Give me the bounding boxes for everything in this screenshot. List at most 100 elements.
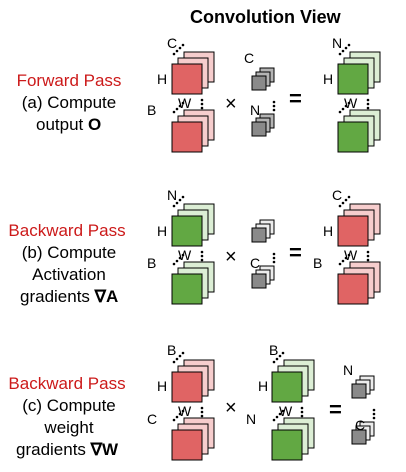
- r3-b-top-label: B: [269, 342, 279, 358]
- r1-activation-upper-depth-dot: [178, 46, 182, 50]
- r3-multiply-sign: ×: [225, 397, 237, 419]
- r2-output-grad-upper-depth-dot: [175, 201, 179, 205]
- r3-output-grad-upper-front: [271, 371, 303, 403]
- r3-activation-upper-depth-dot: [178, 354, 182, 358]
- row-a-line1: (a) Compute: [21, 93, 117, 112]
- r1-activation-mid-dot: [200, 106, 204, 110]
- r1-weight-mid-dot: [272, 104, 276, 108]
- r1-weight-lower-front: [251, 121, 267, 137]
- r1-activation-lower-front: [171, 121, 203, 153]
- r2-a-w-label: W: [178, 247, 192, 263]
- r1-r-left-label: H: [323, 71, 334, 87]
- r1-output-lower-depth-dot: [338, 110, 342, 114]
- r3-activation-upper-front: [171, 371, 203, 403]
- r1-output-mid-dot: [366, 106, 370, 110]
- r2-output-grad-upper-depth-dot: [181, 195, 185, 199]
- r1-output-lower-depth-dot: [344, 104, 348, 108]
- r1-activation-lower-depth-dot: [172, 110, 176, 114]
- r2-output-grad-upper-depth-dot: [178, 198, 182, 202]
- r1-output-upper-depth-dot: [344, 46, 348, 50]
- r1-weight-mid-dot: [272, 100, 276, 104]
- r2-output-grad-lower-front: [171, 273, 203, 305]
- r1-output-upper-depth-dot: [347, 43, 351, 47]
- r3-output-grad-lower-front: [271, 429, 303, 461]
- r2-r-w-label: W: [344, 247, 358, 263]
- r2-activation-grad-upper-depth-dot: [347, 195, 351, 199]
- r2-activation-grad-lower-front: [337, 273, 369, 305]
- r1-r-w-label: W: [344, 95, 358, 111]
- r1-r-top-label: N: [332, 35, 343, 51]
- r3-r-n-label: N: [343, 362, 354, 378]
- r2-activation-grad-upper-depth-dot: [338, 204, 342, 208]
- r1-output-upper-depth-dot: [341, 49, 345, 53]
- row-c-line1: (c) Compute: [22, 396, 116, 415]
- row-b-line2: Activation: [32, 265, 106, 284]
- r3-weight-grad-mid-dot: [372, 416, 376, 420]
- r2-output-grad-lower-depth-dot: [172, 262, 176, 266]
- r2-activation-grad-lower-depth-dot: [338, 262, 342, 266]
- r3-b-left-label: H: [258, 378, 269, 394]
- r2-output-grad-mid-dot: [200, 258, 204, 262]
- row-c-line3: gradients ∇W: [16, 440, 119, 459]
- r3-output-grad-upper-depth-dot: [272, 360, 276, 364]
- r3-activation-lower-depth-dot: [175, 415, 179, 419]
- row-b-line3: gradients ∇A: [20, 287, 119, 306]
- backward-pass-b-label: Backward Pass: [8, 221, 126, 240]
- r3-r-c-label: C: [355, 417, 366, 433]
- r3-b-n-label: N: [246, 411, 257, 427]
- r3-output-grad-lower-depth-dot: [281, 409, 285, 413]
- r1-b-top-label: C: [244, 50, 255, 66]
- r3-equals-sign: =: [329, 397, 342, 422]
- r2-activation-grad-upper-depth-dot: [341, 201, 345, 205]
- r1-a-left-label: H: [157, 71, 168, 87]
- r2-a-left-label: H: [157, 223, 168, 239]
- r1-a-top-label: C: [167, 35, 178, 51]
- r3-activation-lower-depth-dot: [172, 418, 176, 422]
- r3-weight-grad-upper-front: [351, 383, 367, 399]
- r1-activation-upper-depth-dot: [175, 49, 179, 53]
- r2-weight-mid-dot: [272, 252, 276, 256]
- row-a-line2: output O: [36, 115, 102, 134]
- r3-output-grad-upper-depth-dot: [275, 357, 279, 361]
- r2-output-grad-upper-front: [171, 215, 203, 247]
- r3-output-grad-mid-dot: [300, 410, 304, 414]
- r2-b-c-label: C: [250, 255, 261, 271]
- r1-equals-sign: =: [289, 86, 302, 111]
- r2-output-grad-lower-depth-dot: [181, 253, 185, 257]
- r2-activation-grad-mid-dot: [366, 250, 370, 254]
- r3-output-grad-upper-depth-dot: [278, 354, 282, 358]
- r1-output-lower-depth-dot: [347, 101, 351, 105]
- output-symbol: O: [88, 115, 102, 134]
- r2-weight-mid-dot: [272, 256, 276, 260]
- r3-output-grad-mid-dot: [300, 414, 304, 418]
- r3-a-left-label: H: [157, 378, 168, 394]
- r1-b-n-label: N: [250, 102, 261, 118]
- r3-weight-grad-lower-front: [351, 429, 367, 445]
- r2-output-grad-upper-depth-dot: [172, 204, 176, 208]
- r1-activation-upper-front: [171, 63, 203, 95]
- r3-output-grad-lower-depth-dot: [275, 415, 279, 419]
- r3-activation-upper-depth-dot: [181, 351, 185, 355]
- r3-activation-lower-depth-dot: [181, 409, 185, 413]
- r2-activation-grad-mid-dot: [366, 258, 370, 262]
- r1-activation-mid-dot: [200, 98, 204, 102]
- r3-activation-upper-depth-dot: [172, 360, 176, 364]
- r1-activation-lower-depth-dot: [178, 104, 182, 108]
- r2-weight-lower-front: [251, 273, 267, 289]
- r2-weight-upper-front: [251, 227, 267, 243]
- r1-activation-lower-depth-dot: [181, 101, 185, 105]
- r3-b-w-label: W: [279, 403, 293, 419]
- r3-weight-grad-mid-dot: [372, 408, 376, 412]
- r2-r-b-label: B: [313, 255, 323, 271]
- r2-activation-grad-lower-depth-dot: [347, 253, 351, 257]
- r1-output-mid-dot: [366, 98, 370, 102]
- row-c-line2: weight: [44, 418, 94, 437]
- r2-a-b-label: B: [147, 255, 157, 271]
- r2-a-top-label: N: [167, 187, 178, 203]
- forward-pass-label: Forward Pass: [16, 71, 122, 90]
- r2-activation-grad-upper-depth-dot: [344, 198, 348, 202]
- weight-gradient-symbol: ∇W: [90, 440, 119, 459]
- r3-weight-grad-mid-dot: [372, 412, 376, 416]
- r3-activation-lower-depth-dot: [178, 412, 182, 416]
